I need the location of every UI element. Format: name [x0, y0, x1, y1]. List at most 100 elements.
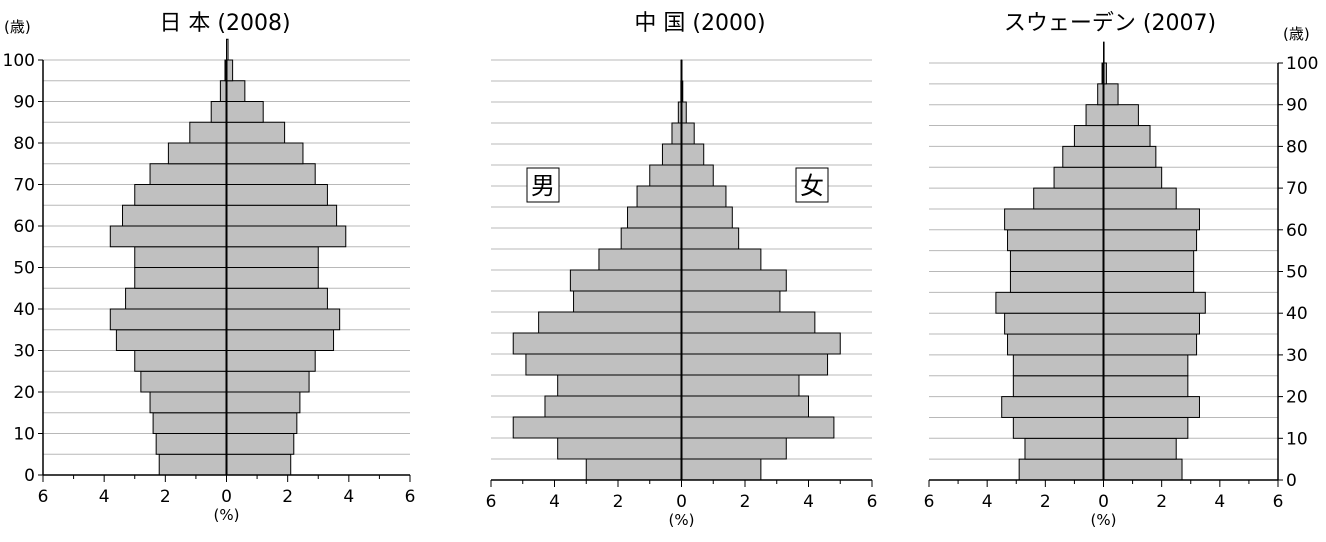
x-tick-label: 4	[803, 492, 814, 512]
y-tick-label: 30	[1286, 346, 1308, 366]
x-tick-label: 0	[1098, 492, 1109, 512]
bar-female-100+	[226, 38, 229, 61]
bar-male-70-74	[1053, 166, 1105, 189]
bar-female-55-59	[681, 227, 740, 250]
bar-male-20-24	[140, 370, 227, 393]
bar-male-30-34	[1007, 333, 1105, 356]
bar-female-0-4	[226, 453, 292, 476]
x-tick-label: 0	[221, 487, 232, 507]
bar-male-55-59	[620, 227, 682, 250]
bar-female-70-74	[1103, 166, 1163, 189]
bar-female-45-49	[1103, 271, 1195, 293]
bar-male-60-64	[1004, 208, 1104, 231]
bar-female-90-94	[226, 80, 246, 102]
x-tick-label: 2	[282, 487, 293, 507]
y-tick-label: 50	[1286, 263, 1308, 283]
x-tick-label: 0	[676, 492, 687, 512]
chart-title: スウェーデン (2007)	[1004, 11, 1216, 36]
bar-female-15-19	[1103, 396, 1200, 418]
y-tick-label: 10	[13, 425, 35, 445]
x-tick-label: 2	[1040, 492, 1051, 512]
bar-female-5-9	[1103, 437, 1177, 460]
chart-title: 中 国 (2000)	[634, 11, 765, 36]
bar-male-15-19	[544, 395, 682, 418]
bar-male-0-4	[1018, 458, 1104, 481]
bar-female-20-24	[226, 370, 310, 393]
bar-male-10-14	[1012, 416, 1105, 439]
bar-female-20-24	[681, 374, 800, 397]
bar-male-60-64	[122, 204, 227, 227]
bar-female-60-64	[1103, 208, 1200, 231]
bar-male-45-49	[569, 269, 682, 292]
y-tick-label: 10	[1286, 429, 1308, 449]
bar-male-40-44	[573, 290, 682, 313]
y-tick-label: 20	[1286, 388, 1308, 408]
bar-male-20-24	[557, 374, 682, 397]
bar-female-35-39	[226, 308, 341, 331]
y-tick-label: 70	[13, 176, 35, 196]
bar-male-0-4	[158, 453, 227, 476]
bar-female-65-69	[226, 184, 328, 206]
bar-female-90-94	[1103, 83, 1119, 106]
bar-female-55-59	[226, 225, 347, 248]
bar-male-45-49	[1009, 271, 1105, 293]
x-tick-label: 6	[405, 487, 416, 507]
bar-female-50-54	[681, 248, 762, 271]
bar-male-50-54	[1009, 250, 1105, 272]
y-tick-label: 80	[13, 134, 35, 154]
y-tick-label: 100	[3, 51, 35, 71]
bar-female-70-74	[681, 164, 714, 187]
bar-female-60-64	[226, 204, 338, 227]
bar-female-75-79	[681, 143, 705, 166]
bar-female-40-44	[681, 290, 781, 313]
x-tick-label: 6	[486, 492, 497, 512]
bar-female-75-79	[226, 142, 304, 165]
male-label: 男	[531, 172, 555, 200]
y-tick-label: 100	[1286, 54, 1318, 74]
bar-female-25-29	[226, 350, 316, 372]
bar-male-25-29	[134, 350, 227, 372]
bar-male-70-74	[149, 163, 228, 185]
pyramid-japan: 日 本 (2008)6 4 2 0 2 4 6(%)01020304050607080901…	[3, 11, 416, 524]
bar-male-35-39	[109, 308, 227, 331]
bar-female-45-49	[226, 267, 319, 289]
y-axis-label: (歳)	[4, 18, 31, 36]
bar-male-45-49	[134, 267, 227, 289]
bar-female-5-9	[681, 437, 787, 460]
bar-female-10-14	[681, 416, 835, 439]
bar-male-65-69	[636, 185, 682, 208]
bar-female-30-34	[1103, 333, 1198, 356]
bar-female-10-14	[1103, 416, 1189, 439]
y-tick-label: 0	[24, 466, 35, 486]
male-label-box	[526, 167, 560, 203]
bar-male-15-19	[149, 391, 228, 414]
y-tick-label: 90	[13, 93, 35, 113]
y-tick-label: 40	[1286, 304, 1308, 324]
chart-title: 日 本 (2008)	[159, 11, 290, 36]
y-tick-label: 20	[13, 383, 35, 403]
bar-male-65-69	[1033, 187, 1104, 210]
bar-female-35-39	[681, 311, 816, 334]
bar-male-75-79	[1062, 145, 1104, 168]
x-tick-label: 4	[343, 487, 354, 507]
y-tick-label: 30	[13, 342, 35, 362]
bar-male-25-29	[525, 353, 682, 376]
y-tick-label: 0	[1286, 471, 1297, 491]
bar-female-15-19	[681, 395, 809, 418]
bar-male-55-59	[109, 225, 227, 248]
x-tick-label: 2	[740, 492, 751, 512]
bar-female-25-29	[681, 353, 829, 376]
bar-male-60-64	[627, 206, 683, 229]
bar-female-65-69	[1103, 187, 1177, 210]
bar-female-80-84	[226, 121, 286, 144]
bar-male-5-9	[1024, 437, 1104, 460]
bar-female-50-54	[1103, 250, 1195, 272]
bar-male-25-29	[1012, 354, 1105, 377]
bar-female-75-79	[1103, 145, 1157, 168]
bar-male-70-74	[649, 164, 682, 187]
bar-female-70-74	[226, 163, 316, 185]
bar-female-35-39	[1103, 312, 1200, 335]
bar-male-85-89	[210, 101, 227, 123]
bar-male-5-9	[557, 437, 682, 460]
